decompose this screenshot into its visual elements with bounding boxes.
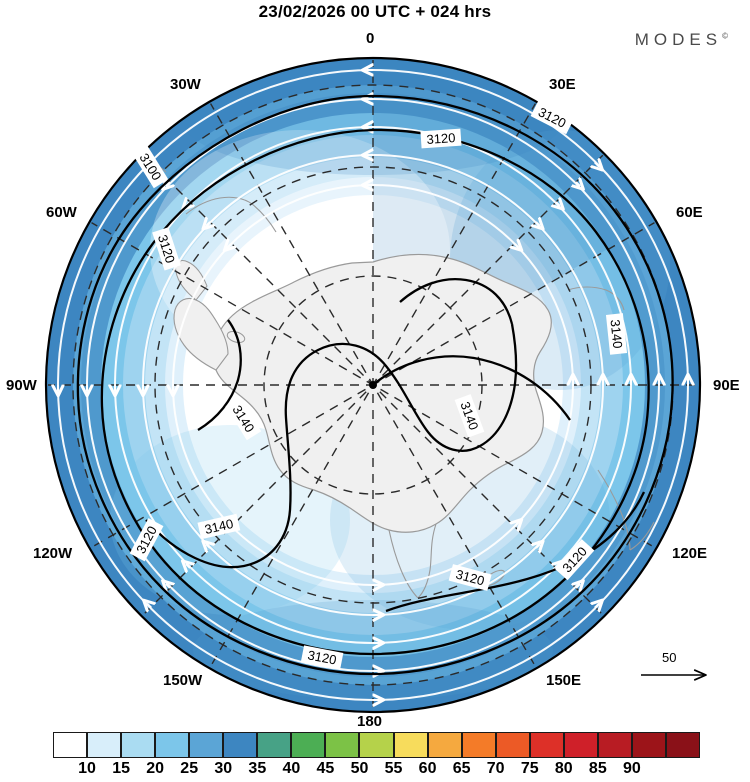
colorbar-tick-label: 50 (350, 760, 369, 777)
colorbar-tick-label: 45 (316, 760, 335, 777)
polar-map[interactable]: 3100 3120 3120 3120 3140 3140 3140 3140 (0, 0, 750, 730)
colorbar[interactable]: 10 15 20 25 30 35 40 45 50 55 60 65 70 75 80 85 90 (0, 732, 750, 782)
colorbar-cell[interactable] (257, 732, 292, 758)
colorbar-cell[interactable] (597, 732, 632, 758)
lon-label-120w: 120W (33, 545, 73, 562)
lon-label-60w: 60W (46, 204, 77, 221)
colorbar-tick-label: 10 (78, 760, 96, 777)
contour-label: 3120 (454, 567, 486, 589)
colorbar-cell[interactable] (155, 732, 190, 758)
south-pole-marker (369, 381, 377, 389)
geopotential-contours (76, 94, 674, 676)
vector-scale-label: 50 (662, 650, 677, 665)
colorbar-tick-label: 85 (588, 760, 607, 777)
contour-label: 3140 (608, 319, 626, 349)
lon-label-150w: 150W (163, 672, 203, 689)
colorbar-tick-label: 80 (554, 760, 573, 777)
colorbar-tick-label: 90 (622, 760, 641, 777)
lon-label-60e: 60E (676, 204, 703, 221)
contour-label: 3140 (203, 516, 235, 537)
colorbar-tick-label: 35 (248, 760, 267, 777)
copyright-icon: © (722, 31, 728, 41)
lon-label-120e: 120E (672, 545, 708, 562)
lon-label-0: 0 (366, 30, 375, 47)
map-boundary (44, 56, 702, 714)
colorbar-cell[interactable] (529, 732, 564, 758)
colorbar-cell[interactable] (563, 732, 598, 758)
colorbar-cell[interactable] (427, 732, 462, 758)
modes-logo: MODES© (635, 30, 728, 50)
colorbar-tick-label: 40 (282, 760, 301, 777)
colorbar-tick-label: 65 (452, 760, 471, 777)
colorbar-cell[interactable] (223, 732, 258, 758)
colorbar-cell[interactable] (495, 732, 530, 758)
colorbar-cell[interactable] (461, 732, 496, 758)
lon-label-180: 180 (357, 713, 383, 730)
colorbar-tick-label: 15 (112, 760, 130, 777)
colorbar-tick-label: 25 (180, 760, 199, 777)
colorbar-cell[interactable] (189, 732, 224, 758)
colorbar-tick-label: 55 (384, 760, 403, 777)
colorbar-cell[interactable] (121, 732, 156, 758)
lon-label-30e: 30E (549, 76, 576, 93)
modes-wordmark: MODES (634, 30, 723, 49)
contour-label: 3120 (426, 130, 456, 147)
colorbar-cell[interactable] (53, 732, 88, 758)
colorbar-tick-label: 60 (418, 760, 437, 777)
lon-label-90w: 90W (6, 377, 37, 394)
vector-scale-reference: 50 (640, 650, 716, 682)
colorbar-tick-label: 70 (486, 760, 505, 777)
contour-label: 3120 (306, 647, 337, 667)
colorbar-tick-label: 75 (520, 760, 539, 777)
polar-map-svg[interactable]: 3100 3120 3120 3120 3140 3140 3140 3140 (0, 0, 750, 722)
colorbar-tick-label: 20 (146, 760, 165, 777)
vector-scale-arrow (641, 669, 707, 681)
page-title: 23/02/2026 00 UTC + 024 hrs (258, 2, 492, 21)
colorbar-cell[interactable] (359, 732, 394, 758)
colorbar-cell[interactable] (87, 732, 122, 758)
colorbar-cell[interactable] (393, 732, 428, 758)
colorbar-cell[interactable] (665, 732, 700, 758)
lon-label-150e: 150E (546, 672, 582, 689)
colorbar-cell[interactable] (631, 732, 666, 758)
lon-label-30w: 30W (170, 76, 201, 93)
colorbar-cell[interactable] (325, 732, 360, 758)
colorbar-cell[interactable] (291, 732, 326, 758)
lon-label-90e: 90E (713, 377, 740, 394)
colorbar-tick-label: 30 (214, 760, 233, 777)
